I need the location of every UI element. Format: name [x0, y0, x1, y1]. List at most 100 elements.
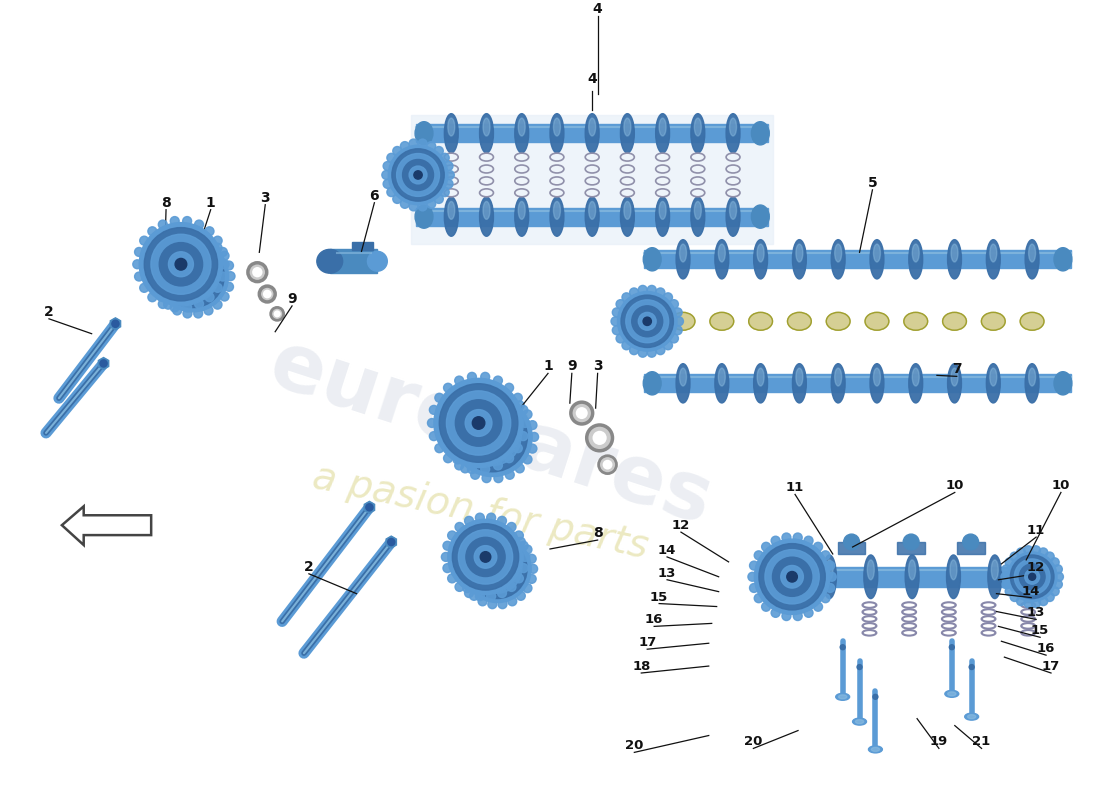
Ellipse shape: [550, 114, 564, 153]
Ellipse shape: [856, 720, 864, 724]
Circle shape: [183, 309, 191, 318]
Circle shape: [183, 303, 191, 312]
Circle shape: [219, 247, 228, 257]
Ellipse shape: [518, 202, 525, 219]
Circle shape: [170, 217, 179, 226]
Text: euroPares: euroPares: [260, 325, 722, 541]
Circle shape: [781, 566, 803, 588]
Circle shape: [1054, 565, 1063, 574]
Ellipse shape: [757, 244, 764, 262]
Circle shape: [147, 293, 157, 302]
Circle shape: [1028, 574, 1035, 580]
Circle shape: [1010, 552, 1019, 561]
Circle shape: [621, 295, 673, 347]
Bar: [838, 542, 866, 554]
Circle shape: [195, 299, 204, 309]
Text: 4: 4: [587, 72, 597, 86]
Circle shape: [1038, 597, 1048, 606]
Circle shape: [393, 146, 402, 155]
Circle shape: [793, 533, 802, 542]
Circle shape: [383, 179, 392, 188]
Ellipse shape: [553, 202, 560, 219]
Ellipse shape: [588, 118, 595, 136]
Circle shape: [448, 531, 456, 540]
Ellipse shape: [969, 665, 975, 670]
Circle shape: [453, 455, 462, 464]
Circle shape: [455, 582, 464, 591]
Text: 1: 1: [206, 196, 216, 210]
Circle shape: [761, 602, 771, 611]
Circle shape: [397, 154, 440, 196]
Circle shape: [1050, 558, 1059, 566]
Circle shape: [1002, 565, 1011, 574]
Circle shape: [515, 401, 525, 410]
Text: 4: 4: [593, 2, 603, 16]
Ellipse shape: [988, 555, 1002, 598]
Circle shape: [387, 188, 396, 197]
Circle shape: [493, 564, 502, 574]
Ellipse shape: [751, 205, 769, 228]
Circle shape: [443, 564, 452, 573]
Circle shape: [434, 146, 443, 155]
Circle shape: [814, 542, 823, 551]
Ellipse shape: [947, 364, 961, 403]
Polygon shape: [386, 536, 396, 548]
Ellipse shape: [444, 114, 459, 153]
Ellipse shape: [823, 555, 836, 598]
Circle shape: [514, 394, 522, 402]
Circle shape: [174, 258, 211, 294]
Bar: [352, 242, 373, 250]
Circle shape: [151, 234, 211, 294]
Circle shape: [452, 524, 519, 590]
Circle shape: [461, 401, 470, 410]
Ellipse shape: [865, 312, 889, 330]
Circle shape: [464, 408, 521, 466]
Bar: [788, 567, 1036, 586]
Text: 9: 9: [566, 359, 576, 374]
Circle shape: [219, 272, 228, 281]
Text: 15: 15: [650, 590, 669, 603]
Circle shape: [183, 266, 204, 287]
Ellipse shape: [864, 555, 878, 598]
Circle shape: [494, 391, 503, 400]
Circle shape: [638, 348, 647, 357]
Circle shape: [463, 584, 472, 593]
Circle shape: [464, 535, 531, 602]
Circle shape: [271, 307, 284, 320]
Circle shape: [471, 470, 480, 479]
Text: 14: 14: [1022, 585, 1041, 598]
Ellipse shape: [788, 312, 812, 330]
Circle shape: [522, 410, 532, 419]
Circle shape: [459, 574, 468, 583]
Circle shape: [516, 538, 526, 546]
Circle shape: [519, 542, 528, 550]
Bar: [645, 250, 1071, 268]
Circle shape: [427, 142, 436, 150]
Circle shape: [194, 234, 202, 243]
Text: 17: 17: [638, 636, 657, 649]
Circle shape: [140, 283, 148, 292]
Circle shape: [515, 464, 525, 473]
Circle shape: [826, 583, 835, 593]
Ellipse shape: [680, 244, 686, 262]
Circle shape: [468, 372, 476, 382]
Circle shape: [764, 550, 820, 604]
Ellipse shape: [676, 240, 690, 279]
Text: 7: 7: [952, 362, 961, 376]
Circle shape: [482, 391, 491, 400]
Circle shape: [626, 300, 669, 342]
Ellipse shape: [987, 364, 1000, 403]
Circle shape: [464, 589, 473, 598]
Circle shape: [224, 282, 233, 291]
Circle shape: [508, 532, 517, 541]
Circle shape: [481, 465, 490, 474]
Circle shape: [400, 199, 409, 208]
Circle shape: [520, 553, 530, 562]
Ellipse shape: [656, 197, 670, 236]
Ellipse shape: [729, 118, 737, 136]
Circle shape: [786, 571, 798, 582]
Ellipse shape: [680, 368, 686, 386]
Ellipse shape: [990, 368, 997, 386]
Ellipse shape: [835, 368, 842, 386]
Ellipse shape: [947, 240, 961, 279]
